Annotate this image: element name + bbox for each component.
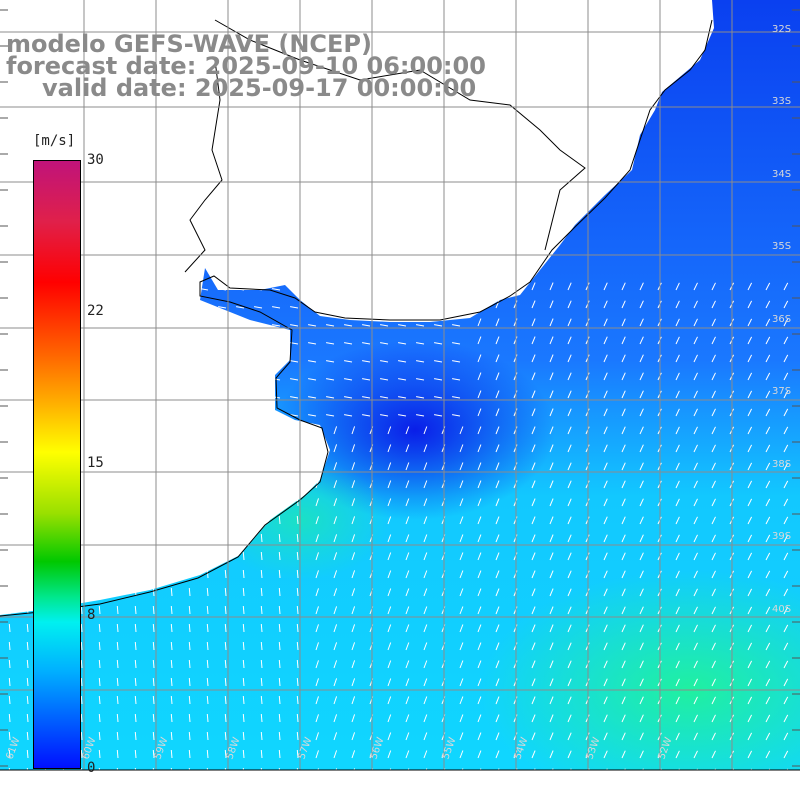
- colorbar-tick-15: 15: [87, 455, 104, 471]
- coastline-main: [0, 19, 713, 617]
- lat-label: 35S: [772, 241, 791, 252]
- land-mass: [0, 0, 714, 615]
- river-border-west: [184, 59, 223, 273]
- colorbar-tick-0: 0: [87, 760, 96, 776]
- colorbar-unit-label: [m/s]: [33, 133, 76, 149]
- lat-label: 33S: [772, 96, 791, 107]
- colorbar-tick-30: 30: [87, 152, 104, 168]
- lat-label: 34S: [772, 169, 791, 180]
- lat-label: 37S: [772, 386, 791, 397]
- lat-label: 39S: [772, 531, 791, 542]
- colorbar: [33, 160, 81, 769]
- forecast-date: forecast date: 2025-09-10 06:00:00: [6, 52, 486, 80]
- colorbar-tick-8: 8: [87, 607, 96, 623]
- lat-label: 38S: [772, 459, 791, 470]
- colorbar-tick-22: 22: [87, 303, 104, 319]
- axis-ticks: [0, 9, 800, 767]
- colorbar-legend: [m/s] 30 22 15 8 0: [0, 0, 120, 800]
- model-title: modelo GEFS-WAVE (NCEP): [6, 30, 372, 58]
- lat-label: 32S: [772, 24, 791, 35]
- graticule: [0, 0, 800, 770]
- lat-label: 40S: [772, 604, 791, 615]
- lat-label: 36S: [772, 314, 791, 325]
- bottom-margin: [0, 770, 800, 800]
- valid-date: valid date: 2025-09-17 00:00:00: [42, 74, 477, 102]
